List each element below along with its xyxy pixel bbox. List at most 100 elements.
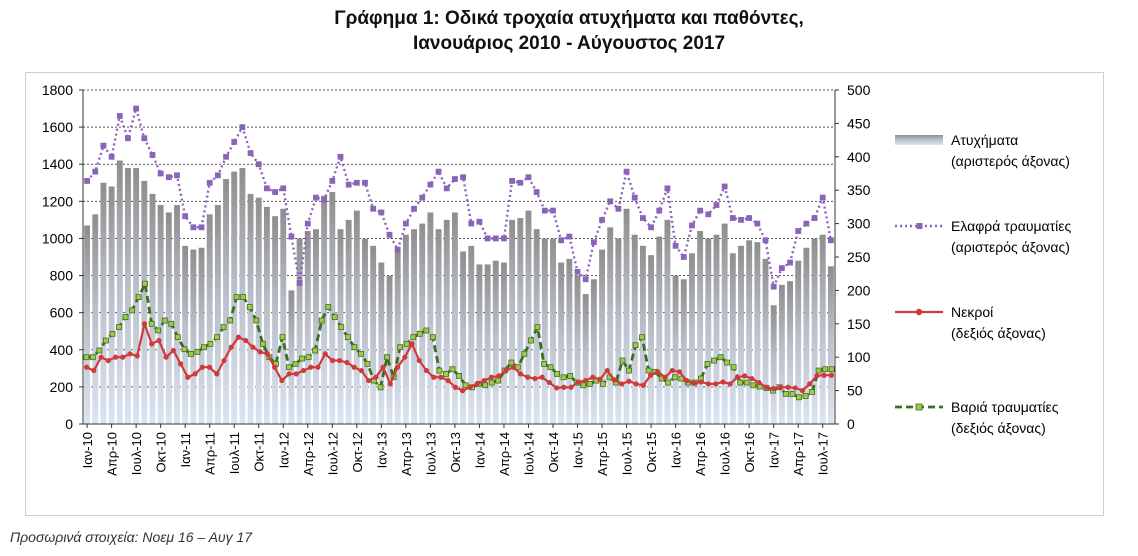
slight-injuries-point bbox=[517, 179, 524, 186]
slight-injuries-point bbox=[460, 174, 466, 181]
bar bbox=[664, 219, 671, 424]
slight-injuries-point bbox=[198, 224, 205, 231]
deaths-point bbox=[192, 371, 198, 377]
serious-injuries-point bbox=[253, 317, 260, 324]
deaths-point bbox=[351, 364, 357, 370]
deaths-point bbox=[792, 385, 798, 391]
bar bbox=[770, 305, 777, 424]
serious-injuries-point bbox=[299, 355, 305, 362]
slight-injuries-point bbox=[582, 276, 589, 283]
legend-label: Ελαφρά τραυματίες bbox=[951, 218, 1072, 234]
serious-injuries-point bbox=[161, 317, 168, 324]
x-axis-tick-label: Οκτ-13 bbox=[448, 432, 463, 473]
slight-injuries-point bbox=[443, 185, 450, 192]
bar bbox=[223, 179, 229, 424]
deaths-point bbox=[510, 364, 516, 370]
deaths-point bbox=[438, 374, 444, 380]
x-axis-tick-label: Οκτ-16 bbox=[742, 432, 757, 473]
legend-marker bbox=[916, 223, 923, 229]
bar bbox=[721, 223, 728, 424]
deaths-point bbox=[684, 377, 690, 384]
deaths-point bbox=[300, 367, 307, 374]
serious-injuries-point bbox=[318, 317, 325, 324]
slight-injuries-point bbox=[174, 172, 180, 179]
serious-injuries-point bbox=[789, 391, 796, 397]
slight-injuries-point bbox=[239, 124, 246, 131]
serious-injuries-point bbox=[377, 384, 384, 391]
slight-injuries-point bbox=[378, 209, 385, 216]
bar bbox=[198, 247, 205, 424]
slight-injuries-point bbox=[125, 135, 131, 142]
bar bbox=[754, 242, 761, 424]
slight-injuries-point bbox=[509, 178, 516, 184]
deaths-point bbox=[214, 371, 220, 377]
left-axis-tick-label: 400 bbox=[50, 342, 74, 358]
deaths-point bbox=[178, 361, 184, 367]
serious-injuries-point bbox=[142, 280, 149, 287]
bar bbox=[100, 182, 107, 424]
serious-injuries-point bbox=[802, 393, 809, 399]
serious-injuries-point bbox=[521, 350, 528, 357]
legend-slight-injuries: Ελαφρά τραυματίες (αριστερός άξονας) bbox=[895, 218, 1072, 255]
deaths-point bbox=[409, 341, 415, 347]
slight-injuries-point bbox=[313, 194, 319, 201]
serious-injuries-point bbox=[168, 320, 175, 327]
serious-injuries-point bbox=[122, 314, 129, 321]
x-axis-tick-label: Ιαν-14 bbox=[472, 432, 487, 468]
slight-injuries-point bbox=[762, 237, 769, 244]
serious-injuries-point bbox=[534, 324, 541, 331]
right-axis-tick-label: 500 bbox=[847, 82, 871, 98]
bar bbox=[157, 205, 164, 424]
slight-injuries-point bbox=[345, 181, 352, 188]
slight-injuries-point bbox=[746, 215, 753, 221]
deaths-point bbox=[698, 379, 704, 385]
deaths-point bbox=[286, 371, 292, 377]
bar bbox=[304, 231, 311, 424]
left-axis-tick-label: 1200 bbox=[42, 193, 73, 209]
bar bbox=[738, 245, 744, 424]
deaths-point bbox=[568, 384, 574, 390]
slight-injuries-point bbox=[640, 215, 646, 221]
x-axis-tick-label: Ιουλ-13 bbox=[423, 432, 438, 475]
bar bbox=[206, 214, 213, 424]
bar bbox=[492, 260, 499, 424]
bar bbox=[402, 234, 409, 424]
deaths-point bbox=[337, 357, 343, 364]
deaths-point bbox=[322, 351, 328, 357]
deaths-point bbox=[112, 354, 119, 360]
serious-injuries-point bbox=[181, 346, 188, 353]
deaths-point bbox=[720, 379, 726, 385]
deaths-point bbox=[402, 354, 408, 360]
serious-injuries-point bbox=[351, 344, 358, 351]
deaths-point bbox=[91, 367, 97, 374]
deaths-point bbox=[597, 376, 603, 382]
bar bbox=[149, 193, 156, 424]
deaths-point bbox=[532, 375, 538, 382]
slight-injuries-point bbox=[133, 105, 140, 112]
serious-injuries-point bbox=[626, 367, 632, 374]
x-axis-tick-label: Ιουλ-12 bbox=[325, 432, 340, 475]
serious-injuries-point bbox=[730, 364, 737, 371]
x-axis-tick-label: Ιαν-13 bbox=[374, 432, 389, 468]
deaths-point bbox=[185, 374, 191, 380]
slight-injuries-point bbox=[419, 194, 426, 201]
serious-injuries-point bbox=[508, 359, 515, 366]
bar bbox=[803, 247, 810, 424]
bar bbox=[656, 236, 663, 424]
bar bbox=[672, 275, 679, 424]
deaths-point bbox=[149, 341, 155, 347]
deaths-point bbox=[611, 377, 618, 383]
serious-injuries-point bbox=[233, 294, 240, 300]
slight-injuries-point bbox=[778, 265, 785, 272]
slight-injuries-point bbox=[452, 176, 458, 182]
serious-injuries-point bbox=[102, 337, 109, 344]
deaths-point bbox=[655, 369, 661, 375]
serious-injuries-point bbox=[338, 324, 345, 331]
deaths-point bbox=[763, 384, 769, 390]
serious-injuries-point bbox=[488, 379, 495, 386]
deaths-point bbox=[134, 353, 140, 359]
slight-injuries-point bbox=[525, 174, 532, 181]
slight-injuries-point bbox=[386, 231, 393, 238]
deaths-point bbox=[452, 384, 458, 390]
bar bbox=[705, 238, 712, 424]
